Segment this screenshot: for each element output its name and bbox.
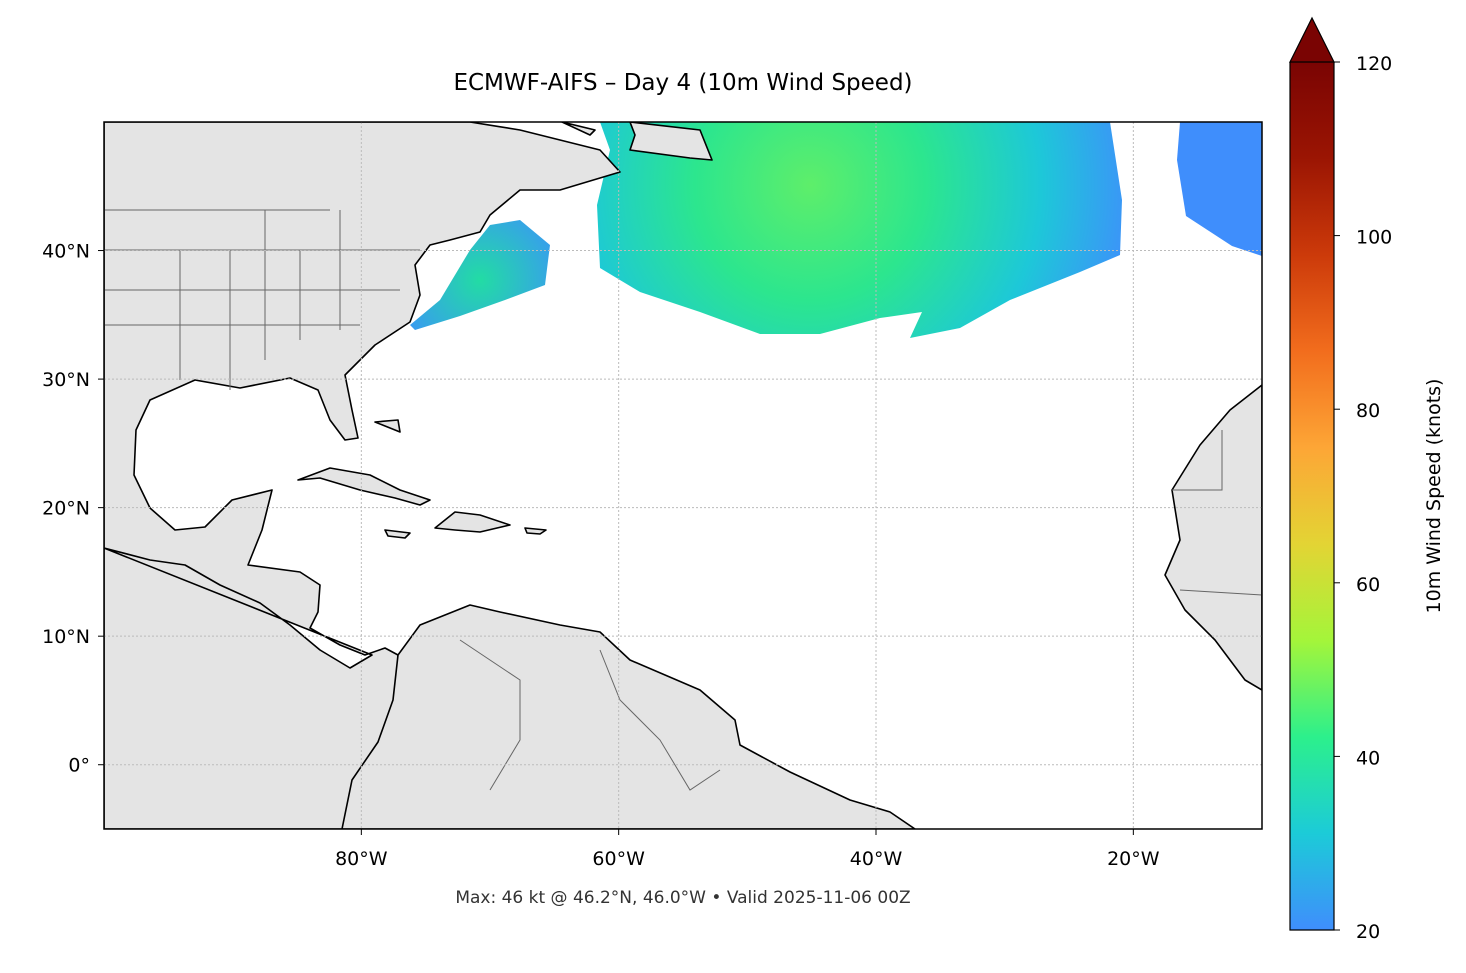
map-frame	[103, 121, 1263, 830]
colorbar-tick-label: 100	[1356, 227, 1392, 249]
colorbar-tick-label: 20	[1356, 921, 1380, 943]
wind-field	[1177, 122, 1262, 256]
colorbar-tick-label: 40	[1356, 747, 1380, 769]
x-tick-label: 20°W	[1107, 848, 1160, 870]
footnote: Max: 46 kt @ 46.2°N, 46.0°W • Valid 2025…	[455, 888, 910, 908]
wind-field	[597, 122, 1122, 338]
y-tick-label: 30°N	[42, 369, 90, 391]
x-tick-label: 80°W	[335, 848, 388, 870]
colorbar-tick-label: 80	[1356, 400, 1380, 422]
state-borders	[104, 209, 1262, 791]
x-tick-label: 60°W	[592, 848, 645, 870]
colorbar	[1290, 62, 1334, 930]
colorbar-label: 10m Wind Speed (knots)	[1423, 379, 1445, 614]
x-tick-label: 40°W	[850, 848, 903, 870]
y-tick-label: 40°N	[42, 241, 90, 263]
island	[297, 467, 431, 506]
y-tick-label: 10°N	[42, 626, 90, 648]
map	[104, 122, 1262, 829]
island	[374, 122, 713, 539]
land	[1164, 384, 1262, 691]
colorbar-tick-label: 120	[1356, 53, 1392, 75]
colorbar-frame	[1289, 62, 1335, 931]
wind-field	[410, 220, 550, 330]
chart-title: ECMWF-AIFS – Day 4 (10m Wind Speed)	[453, 70, 912, 96]
y-tick-label: 20°N	[42, 498, 90, 520]
colorbar-tick-label: 60	[1356, 574, 1380, 596]
land	[104, 122, 621, 829]
y-tick-label: 0°	[68, 755, 90, 777]
land	[341, 604, 916, 829]
colorbar-extend	[1289, 16, 1335, 63]
island	[434, 511, 511, 533]
